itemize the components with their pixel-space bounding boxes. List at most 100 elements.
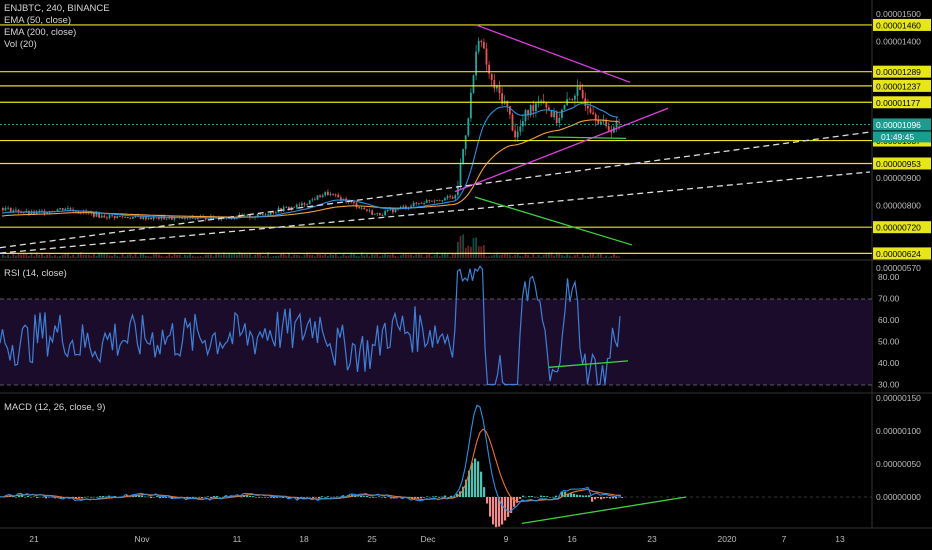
volume-label[interactable]: Vol (20) <box>4 39 37 50</box>
volume-bar <box>61 254 64 258</box>
ema50-label[interactable]: EMA (50, close) <box>4 15 72 26</box>
volume-bar <box>254 254 256 258</box>
candle-body <box>95 213 98 217</box>
macd-histogram-bar <box>525 496 528 498</box>
macd-line <box>0 404 622 513</box>
volume-bar <box>334 252 337 258</box>
macd-histogram-bar <box>162 497 165 498</box>
time-tick-label: 18 <box>299 534 309 544</box>
macd-title[interactable]: MACD (12, 26, close, 9) <box>4 402 106 413</box>
macd-histogram-bar <box>615 497 618 499</box>
candle-body <box>467 118 470 136</box>
macd-histogram-bar <box>543 496 546 497</box>
macd-histogram-bar <box>318 497 321 499</box>
volume-bar <box>168 253 171 258</box>
candle-body <box>311 199 314 201</box>
volume-bar <box>527 255 529 258</box>
candle-body <box>355 203 358 208</box>
candle-body <box>535 103 537 112</box>
level-tag <box>873 247 931 260</box>
macd-histogram-bar <box>510 497 513 513</box>
candle-body <box>384 211 386 216</box>
volume-bar <box>303 254 306 258</box>
macd-histogram-bar <box>252 496 255 497</box>
volume-bar <box>173 253 176 258</box>
volume-bar <box>350 252 353 258</box>
macd-histogram-bar <box>384 497 387 498</box>
ema200-label[interactable]: EMA (200, close) <box>4 27 77 38</box>
volume-bar <box>493 254 496 258</box>
macd-histogram-bar <box>249 495 252 497</box>
macd-histogram-bar <box>15 497 18 498</box>
volume-bar <box>392 252 394 258</box>
macd-histogram-bar <box>102 496 105 497</box>
volume-bar <box>371 252 373 258</box>
candle-body <box>550 109 553 118</box>
volume-bar <box>363 255 366 258</box>
volume-bar <box>592 252 594 258</box>
candle-body <box>600 121 602 124</box>
candle-body <box>555 111 558 123</box>
volume-bar <box>438 256 441 258</box>
volume-bar <box>470 246 472 258</box>
candle-body <box>2 208 4 211</box>
macd-histogram-bar <box>423 497 426 498</box>
candle-body <box>405 206 407 209</box>
volume-bar <box>25 254 28 258</box>
macd-histogram-bar <box>600 497 603 500</box>
macd-histogram-bar <box>489 497 492 517</box>
candle-body <box>67 208 69 209</box>
level-tag-text: 0.00001177 <box>876 98 921 108</box>
ema50-line <box>1 102 619 219</box>
time-tick-label: 23 <box>647 534 657 544</box>
macd-histogram-bar <box>48 497 51 498</box>
volume-bar <box>210 254 212 258</box>
volume-bar <box>514 254 516 258</box>
candle-body <box>220 218 223 220</box>
volume-bar <box>41 253 43 258</box>
volume-bar <box>64 253 67 258</box>
macd-histogram-bar <box>477 461 480 497</box>
level-tag-text: 0.00001289 <box>876 67 921 77</box>
candle-body <box>111 215 113 217</box>
volume-bar <box>355 255 358 258</box>
candle-body <box>459 164 462 186</box>
volume-bar <box>332 255 334 258</box>
volume-bar <box>48 254 51 258</box>
volume-bar <box>35 252 38 258</box>
volume-bar <box>189 253 191 258</box>
volume-bar <box>498 255 501 258</box>
macd-histogram-bar <box>561 491 564 497</box>
volume-bar <box>594 256 597 258</box>
symbol-label[interactable]: ENJBTC, 240, BINANCE <box>4 3 110 14</box>
rsi-title[interactable]: RSI (14, close) <box>4 268 67 279</box>
candle-body <box>506 100 509 107</box>
candle-body <box>597 119 600 124</box>
volume-bar <box>191 255 194 258</box>
candle-body <box>74 211 77 212</box>
level-tag-text: 0.00001237 <box>876 81 921 91</box>
level-tag-text: 0.00000953 <box>876 159 921 169</box>
candle-body <box>126 217 129 219</box>
level-tag <box>873 18 931 31</box>
macd-histogram-bar <box>441 496 444 498</box>
volume-bar <box>337 256 340 258</box>
candle-body <box>576 86 579 96</box>
candle-body <box>251 217 254 219</box>
candle-body <box>332 193 334 195</box>
macd-histogram-bar <box>204 497 207 498</box>
macd-histogram-bar <box>480 471 483 497</box>
candle-body <box>93 213 95 217</box>
volume-bar <box>212 256 215 258</box>
volume-bar <box>103 253 106 258</box>
macd-histogram-bar <box>51 497 54 498</box>
candle-body <box>61 208 64 210</box>
macd-histogram-bar <box>201 497 204 498</box>
candle-body <box>589 108 592 113</box>
candle-body <box>41 210 43 212</box>
volume-bar <box>441 252 444 258</box>
macd-histogram-bar <box>195 497 198 498</box>
candle-body <box>98 213 100 218</box>
volume-bar <box>532 253 535 258</box>
